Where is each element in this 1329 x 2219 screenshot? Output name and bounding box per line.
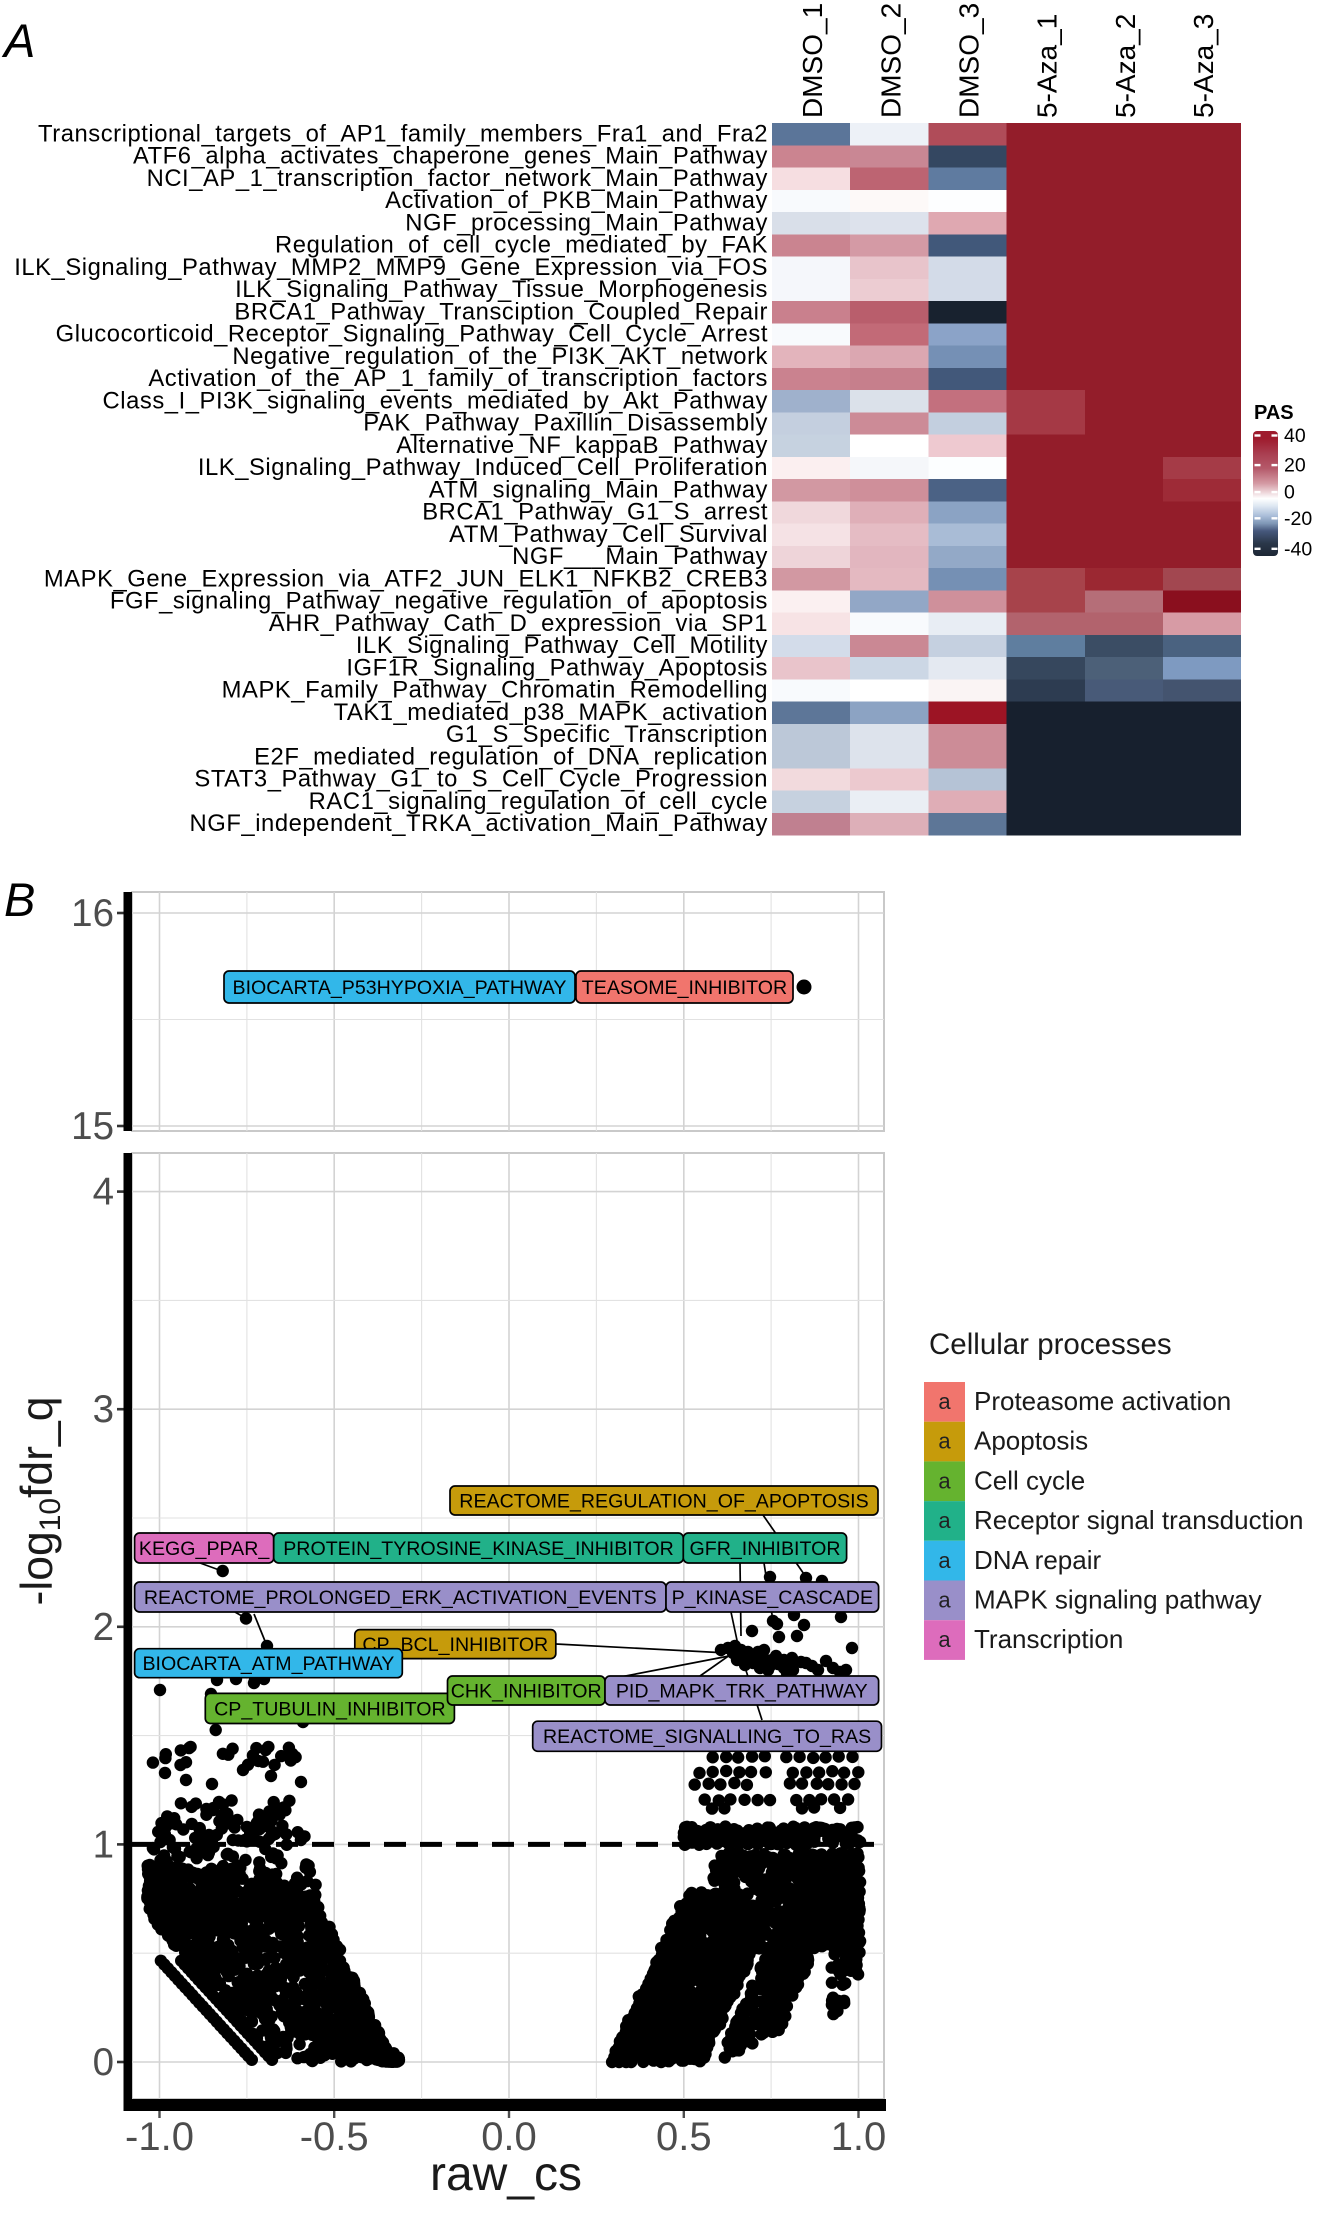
svg-text:MAPK_Gene_Expression_via_ATF2_: MAPK_Gene_Expression_via_ATF2_JUN_ELK1_N…: [44, 565, 768, 592]
svg-text:REACTOME_PROLONGED_ERK_ACTIVAT: REACTOME_PROLONGED_ERK_ACTIVATION_EVENTS: [144, 1587, 657, 1609]
svg-text:B: B: [4, 873, 35, 926]
svg-text:2: 2: [93, 1606, 114, 1649]
svg-text:A: A: [1, 14, 35, 67]
svg-text:NCI_AP_1_transcription_factor_: NCI_AP_1_transcription_factor_network_Ma…: [147, 165, 768, 192]
svg-text:BIOCARTA_P53HYPOXIA_PATHWAY: BIOCARTA_P53HYPOXIA_PATHWAY: [233, 977, 567, 999]
svg-text:-1.0: -1.0: [125, 2115, 194, 2159]
svg-text:a: a: [938, 1389, 951, 1414]
svg-text:a: a: [938, 1548, 951, 1573]
svg-text:5-Aza_3: 5-Aza_3: [1188, 14, 1219, 118]
svg-text:GFR_INHIBITOR: GFR_INHIBITOR: [690, 1538, 841, 1560]
svg-text:15: 15: [71, 1105, 114, 1148]
svg-text:REACTOME_REGULATION_OF_APOPTOS: REACTOME_REGULATION_OF_APOPTOSIS: [459, 1491, 868, 1513]
svg-text:16: 16: [71, 892, 114, 935]
svg-text:BRCA1_Pathway_Transciption_Cou: BRCA1_Pathway_Transciption_Coupled_Repai…: [234, 298, 768, 325]
svg-text:REACTOME_SIGNALLING_TO_RAS: REACTOME_SIGNALLING_TO_RAS: [543, 1726, 871, 1748]
svg-text:MAPK_Family_Pathway_Chromatin_: MAPK_Family_Pathway_Chromatin_Remodellin…: [222, 677, 768, 704]
svg-text:ILK_Signaling_Pathway_Induced_: ILK_Signaling_Pathway_Induced_Cell_Proli…: [198, 454, 768, 481]
svg-text:PAK_Pathway_Paxillin_Disassemb: PAK_Pathway_Paxillin_Disassembly: [363, 410, 768, 437]
svg-text:CP_TUBULIN_INHIBITOR: CP_TUBULIN_INHIBITOR: [214, 1699, 446, 1721]
svg-text:Apoptosis: Apoptosis: [974, 1426, 1088, 1456]
svg-text:0: 0: [1284, 482, 1295, 504]
svg-text:Proteasome activation: Proteasome activation: [974, 1386, 1231, 1416]
svg-text:ILK_Signaling_Pathway_Cell_Mot: ILK_Signaling_Pathway_Cell_Motility: [356, 632, 768, 659]
svg-text:-0.5: -0.5: [300, 2115, 369, 2159]
svg-text:Activation_of_PKB_Main_Pathway: Activation_of_PKB_Main_Pathway: [385, 187, 768, 214]
svg-text:4: 4: [93, 1171, 114, 1214]
svg-text:DNA repair: DNA repair: [974, 1545, 1101, 1575]
svg-text:NGF___Main_Pathway: NGF___Main_Pathway: [512, 543, 768, 570]
svg-text:P_KINASE_CASCADE: P_KINASE_CASCADE: [672, 1587, 873, 1609]
svg-text:Activation_of_the_AP_1_family_: Activation_of_the_AP_1_family_of_transcr…: [148, 365, 768, 392]
svg-text:Regulation_of_cell_cycle_media: Regulation_of_cell_cycle_mediated_by_FAK: [275, 232, 768, 259]
svg-text:a: a: [938, 1627, 951, 1652]
svg-text:PID_MAPK_TRK_PATHWAY: PID_MAPK_TRK_PATHWAY: [616, 1681, 868, 1703]
svg-text:DMSO_2: DMSO_2: [875, 3, 906, 118]
svg-text:a: a: [938, 1588, 951, 1613]
svg-text:PROTEIN_TYROSINE_KINASE_INHIBI: PROTEIN_TYROSINE_KINASE_INHIBITOR: [283, 1538, 674, 1560]
svg-text:20: 20: [1284, 455, 1306, 477]
svg-text:ILK_Signaling_Pathway_Tissue_M: ILK_Signaling_Pathway_Tissue_Morphogenes…: [235, 276, 768, 303]
svg-text:FGF_signaling_Pathway_negative: FGF_signaling_Pathway_negative_regulatio…: [110, 588, 768, 615]
svg-text:Cell cycle: Cell cycle: [974, 1465, 1085, 1495]
svg-text:BIOCARTA_ATM_PATHWAY: BIOCARTA_ATM_PATHWAY: [142, 1653, 394, 1675]
svg-text:Negative_regulation_of_the_PI3: Negative_regulation_of_the_PI3K_AKT_netw…: [232, 343, 768, 370]
svg-text:-20: -20: [1284, 508, 1312, 530]
svg-text:TAK1_mediated_p38_MAPK_activat: TAK1_mediated_p38_MAPK_activation: [334, 699, 768, 726]
svg-text:40: 40: [1284, 425, 1306, 447]
svg-text:ILK_Signaling_Pathway_MMP2_MMP: ILK_Signaling_Pathway_MMP2_MMP9_Gene_Exp…: [14, 254, 768, 281]
svg-text:BRCA1_Pathway_G1_S_arrest: BRCA1_Pathway_G1_S_arrest: [422, 499, 768, 526]
svg-text:CHK_INHIBITOR: CHK_INHIBITOR: [451, 1681, 602, 1703]
svg-text:0.5: 0.5: [656, 2115, 712, 2159]
svg-text:IGF1R_Signaling_Pathway_Apopto: IGF1R_Signaling_Pathway_Apoptosis: [346, 654, 768, 681]
svg-text:KEGG_PPAR_: KEGG_PPAR_: [139, 1538, 270, 1560]
svg-text:0.0: 0.0: [481, 2115, 537, 2159]
svg-text:ATM_Pathway_Cell_Survival: ATM_Pathway_Cell_Survival: [449, 521, 768, 548]
svg-text:DMSO_3: DMSO_3: [954, 3, 985, 118]
svg-text:1: 1: [93, 1823, 114, 1866]
svg-text:CP_BCL_INHIBITOR: CP_BCL_INHIBITOR: [362, 1634, 548, 1656]
svg-text:Class_I_PI3K_signaling_events_: Class_I_PI3K_signaling_events_mediated_b…: [103, 387, 768, 414]
svg-text:3: 3: [93, 1388, 114, 1431]
svg-text:Cellular processes: Cellular processes: [929, 1328, 1172, 1361]
svg-text:5-Aza_2: 5-Aza_2: [1110, 14, 1141, 118]
svg-text:0: 0: [93, 2041, 114, 2084]
svg-text:PAS: PAS: [1254, 402, 1294, 424]
svg-text:a: a: [938, 1429, 951, 1454]
svg-text:NGF_independent_TRKA_activatio: NGF_independent_TRKA_activation_Main_Pat…: [190, 810, 768, 837]
svg-text:MAPK signaling pathway: MAPK signaling pathway: [974, 1585, 1262, 1615]
svg-text:G1_S_Specific_Transcription: G1_S_Specific_Transcription: [446, 721, 768, 748]
svg-text:a: a: [938, 1508, 951, 1533]
svg-text:E2F_mediated_regulation_of_DNA: E2F_mediated_regulation_of_DNA_replicati…: [254, 743, 768, 770]
svg-text:NGF_processing_Main_Pathway: NGF_processing_Main_Pathway: [405, 209, 768, 236]
svg-text:AHR_Pathway_Cath_D_expression_: AHR_Pathway_Cath_D_expression_via_SP1: [269, 610, 768, 637]
svg-text:Receptor signal transduction: Receptor signal transduction: [974, 1505, 1304, 1535]
svg-text:Glucocorticoid_Receptor_Signal: Glucocorticoid_Receptor_Signaling_Pathwa…: [56, 321, 768, 348]
svg-text:Alternative_NF_kappaB_Pathway: Alternative_NF_kappaB_Pathway: [396, 432, 768, 459]
svg-text:Transcriptional_targets_of_AP1: Transcriptional_targets_of_AP1_family_me…: [38, 120, 768, 147]
svg-text:ATF6_alpha_activates_chaperone: ATF6_alpha_activates_chaperone_genes_Mai…: [133, 143, 768, 170]
svg-text:STAT3_Pathway_G1_to_S_Cell_Cyc: STAT3_Pathway_G1_to_S_Cell_Cycle_Progres…: [194, 766, 768, 793]
svg-text:RAC1_signaling_regulation_of_c: RAC1_signaling_regulation_of_cell_cycle: [309, 788, 768, 815]
svg-text:1.0: 1.0: [831, 2115, 887, 2159]
svg-text:Transcription: Transcription: [974, 1624, 1123, 1654]
svg-text:raw_cs: raw_cs: [430, 2148, 582, 2201]
svg-text:DMSO_1: DMSO_1: [797, 3, 828, 118]
svg-text:a: a: [938, 1468, 951, 1493]
svg-text:-40: -40: [1284, 538, 1312, 560]
svg-text:5-Aza_1: 5-Aza_1: [1032, 14, 1063, 118]
svg-text:ATM_signaling_Main_Pathway: ATM_signaling_Main_Pathway: [429, 476, 768, 503]
svg-text:TEASOME_INHIBITOR: TEASOME_INHIBITOR: [582, 977, 787, 999]
